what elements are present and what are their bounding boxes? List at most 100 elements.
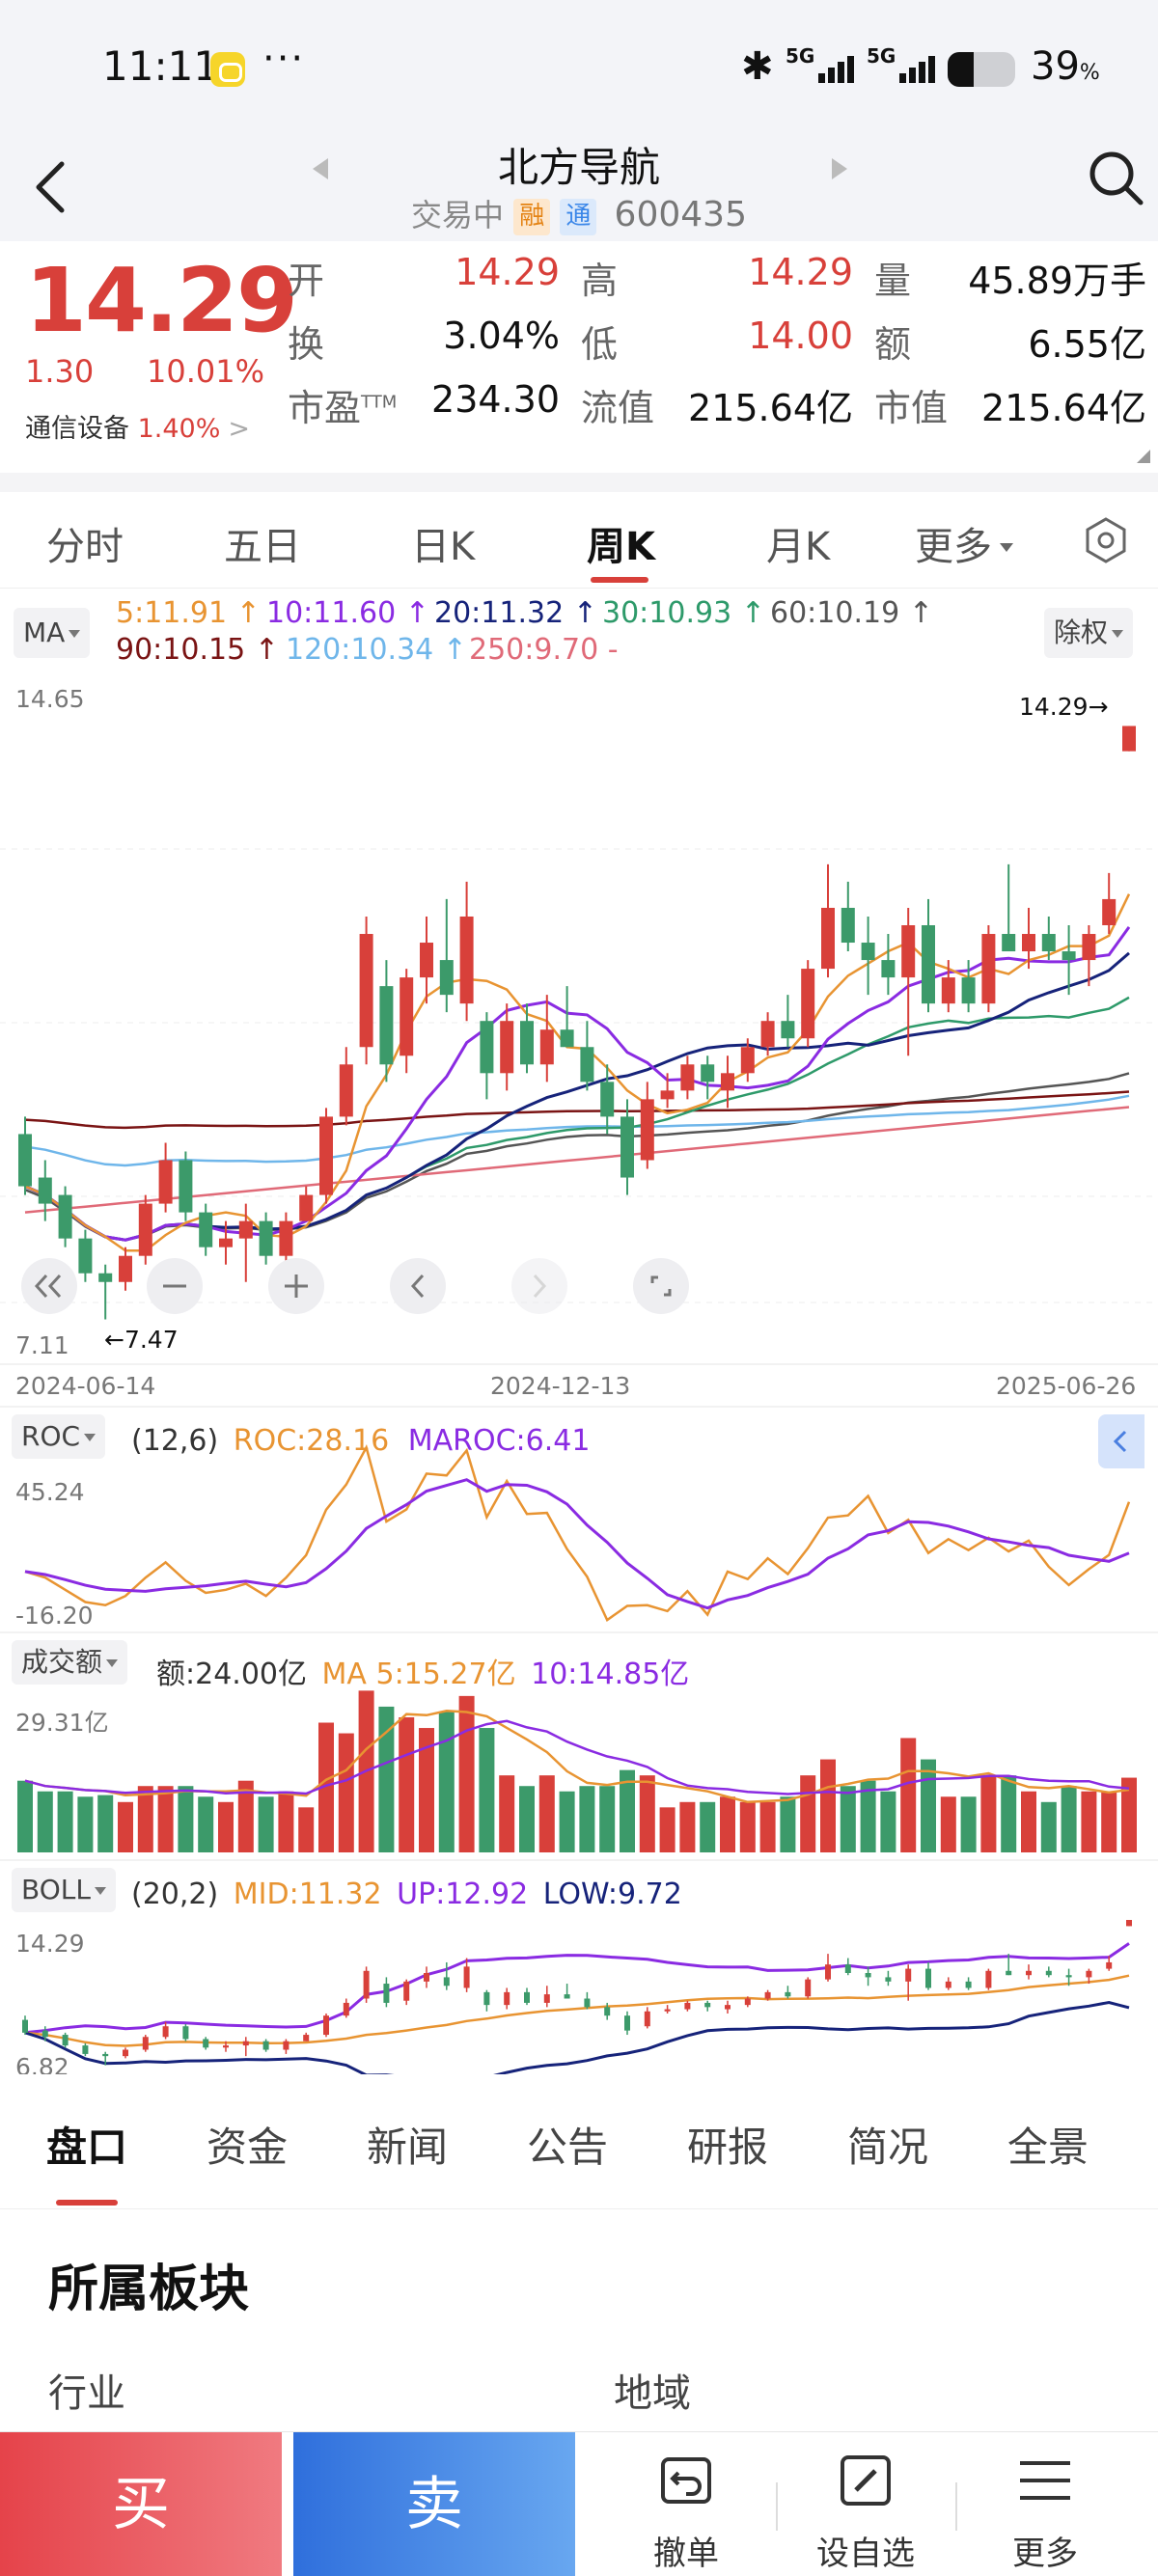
add-watchlist-button[interactable]: 设自选 [784,2432,948,2576]
sell-button[interactable]: 卖 [293,2432,575,2576]
more-button[interactable]: 更多 [963,2432,1127,2576]
quote-value: 215.64亿 [688,387,853,429]
industry-link[interactable]: 通信设备 1.40% > [25,414,250,444]
volume-bar [599,1786,616,1852]
roc-axis-min: -16.20 [15,1602,94,1630]
margin-tag: 融 [513,199,551,235]
candle-body [620,1116,634,1178]
candle-body [18,1134,32,1187]
tab-more[interactable]: 更多 [915,515,1013,571]
tab-funds[interactable]: 资金 [207,2124,289,2171]
expand-corner-icon[interactable] [1137,450,1150,463]
volume-bar [237,1780,254,1852]
kline-chart[interactable] [0,675,1158,2084]
battery-icon [948,52,1015,87]
candle-body [1062,951,1076,961]
scroll-right-icon[interactable] [511,1258,567,1314]
boll-candle-body [22,2019,28,2033]
volume-bar [1021,1791,1036,1852]
buy-button[interactable]: 买 [0,2432,282,2576]
tab-weekly-k[interactable]: 周K [587,525,655,569]
battery-percent: 39% [1031,44,1100,89]
zoom-in-icon[interactable] [268,1258,324,1314]
volume-bar [137,1786,153,1852]
boll-candle-body [403,1981,410,2001]
boll-selector[interactable]: BOLL [12,1868,116,1912]
expand-panel-icon[interactable] [1098,1414,1144,1468]
candle-body [520,1021,534,1065]
cancel-order-button[interactable]: 撤单 [604,2432,768,2576]
tab-panorama[interactable]: 全景 [1007,2124,1089,2171]
volume-bar [17,1780,33,1852]
status-bar: 11:11 ··· ✱ 5G 5G 39% [0,0,1158,135]
candle-body [480,1021,494,1074]
volume-bar [579,1786,595,1852]
chart-settings-icon[interactable] [1081,515,1131,565]
candle-body [299,1194,314,1221]
boll-low-line [24,2000,1130,2083]
zoom-out-icon[interactable] [147,1258,203,1314]
adjust-selector[interactable]: 除权 [1044,608,1134,658]
signal-icon-2: 5G [867,44,944,85]
turnover-axis-max: 29.31亿 [15,1709,109,1737]
boll-candle-body [504,1991,510,2006]
back-icon[interactable] [27,156,75,218]
region-label: 地域 [614,2371,691,2416]
candle-body [98,1273,113,1282]
collapse-left-icon[interactable] [21,1258,77,1314]
volume-bar [940,1796,956,1852]
long-ma-line [24,1106,1130,1214]
candle-body [319,1116,333,1195]
tab-order-book[interactable]: 盘口 [46,2124,128,2171]
tab-research[interactable]: 研报 [687,2124,769,2171]
tab-five-day[interactable]: 五日 [224,525,301,569]
long-ma-line [24,1072,1130,1242]
tab-profile[interactable]: 简况 [847,2124,929,2171]
ma-item: 10:11.60 ↑ [266,596,429,630]
quote-label: 流值 [581,387,655,429]
boll-candle-body [684,2002,691,2010]
search-icon[interactable] [1085,147,1146,208]
boll-candle-body [704,2002,711,2008]
volume-bar [659,1807,676,1852]
next-stock-icon[interactable] [830,156,849,181]
date-end: 2025-06-26 [996,1372,1137,1400]
indicator-selector[interactable]: ROC [12,1414,106,1459]
volume-bar [399,1716,415,1852]
chevron-down-icon [1112,630,1124,638]
boll-candle-body [323,2015,329,2036]
volume-bar [278,1791,294,1852]
volume-bar [519,1786,535,1852]
roc-axis-max: 45.24 [15,1478,85,1506]
connect-tag: 通 [560,199,597,235]
turnover-selector[interactable]: 成交额 [12,1640,128,1685]
price-axis-min: 7.11 [15,1331,69,1359]
boll-candle-body [785,1991,791,1997]
candle-body [660,1090,675,1100]
tab-announcements[interactable]: 公告 [527,2124,609,2171]
boll-candle-body [543,1994,550,2003]
tab-daily-k[interactable]: 日K [411,525,476,569]
low-marker: ←7.47 [104,1326,179,1354]
tab-minute[interactable]: 分时 [46,525,124,569]
prev-stock-icon[interactable] [311,156,330,181]
price-change-pct: 10.01% [147,353,265,390]
stock-subline: 交易中 融 通 600435 [0,191,1158,235]
candle-body [400,977,414,1056]
candle-body [821,907,835,970]
chevron-down-icon [69,630,81,638]
ma-selector[interactable]: MA [14,608,91,658]
fullscreen-icon[interactable] [633,1258,689,1314]
candle-body [238,1220,253,1239]
candle-body [1102,898,1117,925]
chevron-down-icon [94,1887,106,1895]
candle-body [861,943,875,961]
candle-body [961,977,976,1004]
tab-monthly-k[interactable]: 月K [766,525,831,569]
scroll-left-icon[interactable] [390,1258,446,1314]
candle-body [1082,934,1096,961]
boll-candle-body [905,1968,912,1982]
period-tabs: 分时 五日 日K 周K 月K 更多 [0,492,1158,589]
boll-candle-body [825,1964,831,1980]
tab-news[interactable]: 新闻 [367,2124,449,2171]
